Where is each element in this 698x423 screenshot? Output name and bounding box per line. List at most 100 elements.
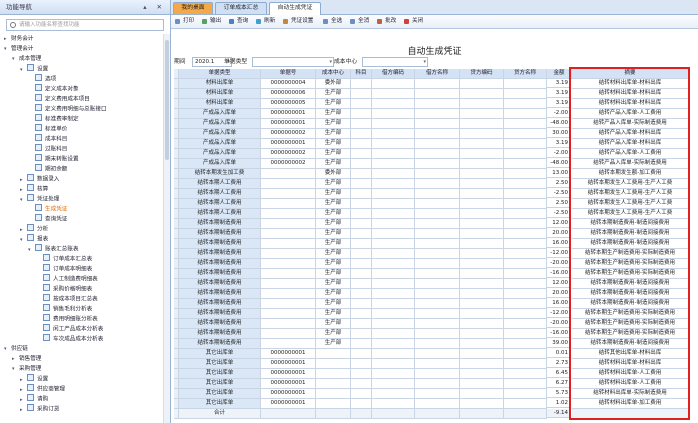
tree-item[interactable]: ▾ 凭证处理 [0, 194, 162, 204]
tree-label[interactable]: 账表汇总账表 [45, 246, 79, 253]
tree-label[interactable]: 采购订货 [37, 406, 60, 413]
tree-label[interactable]: 人工制造费明细表 [53, 276, 98, 283]
column-header[interactable]: 金额 [547, 69, 572, 79]
toolbar-button[interactable]: 关闭 [404, 17, 423, 26]
tree-item[interactable]: ▾ 管理会计 [0, 44, 162, 54]
tree-toggle[interactable]: ▾ [20, 66, 23, 73]
tree-toggle[interactable]: ▾ [20, 236, 23, 243]
row-selector[interactable] [174, 69, 179, 79]
toolbar-button[interactable]: 输出 [202, 17, 221, 26]
tree-toggle[interactable]: ▾ [4, 346, 7, 352]
row-selector[interactable] [174, 89, 179, 99]
tree-item[interactable]: 闲工产品成本分析表 [0, 324, 162, 334]
toolbar-button[interactable]: 全选 [323, 17, 342, 26]
search-box[interactable]: 请输入功能名称查找功能 [6, 19, 164, 31]
tree-label[interactable]: 采购价格明细表 [53, 286, 93, 293]
tree-label[interactable]: 选项 [45, 76, 57, 83]
header-icons[interactable]: ▴ ✕ [143, 3, 166, 11]
tree-label[interactable]: 请购 [37, 396, 49, 403]
tree-item[interactable]: 期初余额 [0, 164, 162, 174]
tree-item[interactable]: ▾ 供应链 [0, 344, 162, 354]
tree-label[interactable]: 标准单价 [45, 126, 68, 133]
tree-item[interactable]: ▾ 账表汇总账表 [0, 244, 162, 254]
tree-label[interactable]: 数据录入 [37, 176, 60, 183]
tree-label[interactable]: 管理会计 [11, 46, 34, 52]
row-selector[interactable] [174, 149, 179, 159]
tree-label[interactable]: 财务会计 [11, 36, 34, 42]
tree-item[interactable]: ▸ 数据录入 [0, 174, 162, 184]
tree-item[interactable]: 定义费用成本项目 [0, 94, 162, 104]
tree-label[interactable]: 分析 [37, 226, 49, 233]
column-header[interactable]: 成本中心 [316, 69, 351, 79]
tree-toggle[interactable]: ▸ [20, 386, 23, 393]
row-selector[interactable] [174, 359, 179, 369]
row-selector[interactable] [174, 99, 179, 109]
filter-select[interactable] [362, 57, 428, 67]
row-selector[interactable] [174, 209, 179, 219]
tree-item[interactable]: 成本科目 [0, 134, 162, 144]
row-selector[interactable] [174, 189, 179, 199]
scrollbar[interactable] [163, 34, 170, 423]
tree-toggle[interactable]: ▸ [20, 176, 23, 183]
tree-toggle[interactable]: ▸ [20, 376, 23, 383]
column-header[interactable]: 贷方名称 [504, 69, 547, 79]
row-selector[interactable] [174, 349, 179, 359]
tree-label[interactable]: 过账科目 [45, 146, 68, 153]
row-selector[interactable] [174, 379, 179, 389]
tree-item[interactable]: 采购价格明细表 [0, 284, 162, 294]
tree-label[interactable]: 销售毛利分析表 [53, 306, 93, 313]
tree-label[interactable]: 成本管理 [19, 56, 42, 62]
tab[interactable]: 我的桌面 [173, 2, 213, 14]
tree-item[interactable]: ▸ 请购 [0, 394, 162, 404]
tree-item[interactable]: ▾ 报表 [0, 234, 162, 244]
row-selector[interactable] [174, 329, 179, 339]
scroll-thumb[interactable] [165, 40, 169, 160]
row-selector[interactable] [174, 179, 179, 189]
tree-label[interactable]: 查询凭证 [45, 216, 68, 223]
tree-item[interactable]: ▸ 采购订货 [0, 404, 162, 414]
tree-label[interactable]: 订单成本汇总表 [53, 256, 93, 263]
tree-item[interactable]: 车次成品成本分析表 [0, 334, 162, 344]
tree-toggle[interactable]: ▸ [20, 396, 23, 403]
tree-toggle[interactable]: ▸ [20, 186, 23, 193]
row-selector[interactable] [174, 249, 179, 259]
tree-item[interactable]: ▾ 设置 [0, 64, 162, 74]
tree-toggle[interactable]: ▸ [20, 406, 23, 413]
toolbar-button[interactable]: 凭证设置 [283, 17, 313, 26]
row-selector[interactable] [174, 409, 179, 419]
tree-item[interactable]: ▾ 采购管理 [0, 364, 162, 374]
row-selector[interactable] [174, 199, 179, 209]
column-header[interactable]: 科目 [351, 69, 372, 79]
row-selector[interactable] [174, 109, 179, 119]
tree-toggle[interactable]: ▾ [4, 46, 7, 52]
tree-label[interactable]: 车次成品成本分析表 [53, 336, 104, 343]
row-selector[interactable] [174, 229, 179, 239]
tree-label[interactable]: 设置 [37, 66, 49, 73]
tree-label[interactable]: 供应链 [11, 346, 28, 352]
tree-label[interactable]: 设置 [37, 376, 49, 383]
tree-label[interactable]: 按成本项目汇总表 [53, 296, 98, 303]
tab[interactable]: 自动生成凭证 [269, 2, 321, 15]
row-selector[interactable] [174, 309, 179, 319]
tree-toggle[interactable]: ▸ [20, 226, 23, 233]
row-selector[interactable] [174, 139, 179, 149]
tree-item[interactable]: ▾ 成本管理 [0, 54, 162, 64]
tree-toggle[interactable]: ▾ [12, 56, 15, 62]
row-selector[interactable] [174, 389, 179, 399]
tree-label[interactable]: 生成凭证 [45, 206, 68, 213]
tree-label[interactable]: 供应商管理 [37, 386, 65, 393]
row-selector[interactable] [174, 129, 179, 139]
tree-label[interactable]: 期末转账设置 [45, 156, 79, 163]
tree-label[interactable]: 定义费用成本项目 [45, 96, 90, 103]
row-selector[interactable] [174, 339, 179, 349]
tree-label[interactable]: 闲工产品成本分析表 [53, 326, 104, 333]
tree-item[interactable]: 订单成本汇总表 [0, 254, 162, 264]
tree-item[interactable]: 过账科目 [0, 144, 162, 154]
tree-label[interactable]: 标准费率制定 [45, 116, 79, 123]
tree-item[interactable]: 人工制造费明细表 [0, 274, 162, 284]
row-selector[interactable] [174, 399, 179, 409]
tree-item[interactable]: 期末转账设置 [0, 154, 162, 164]
tree-label[interactable]: 销售管理 [19, 356, 42, 362]
toolbar-button[interactable]: 全消 [350, 17, 369, 26]
tree-item[interactable]: ▸ 设置 [0, 374, 162, 384]
